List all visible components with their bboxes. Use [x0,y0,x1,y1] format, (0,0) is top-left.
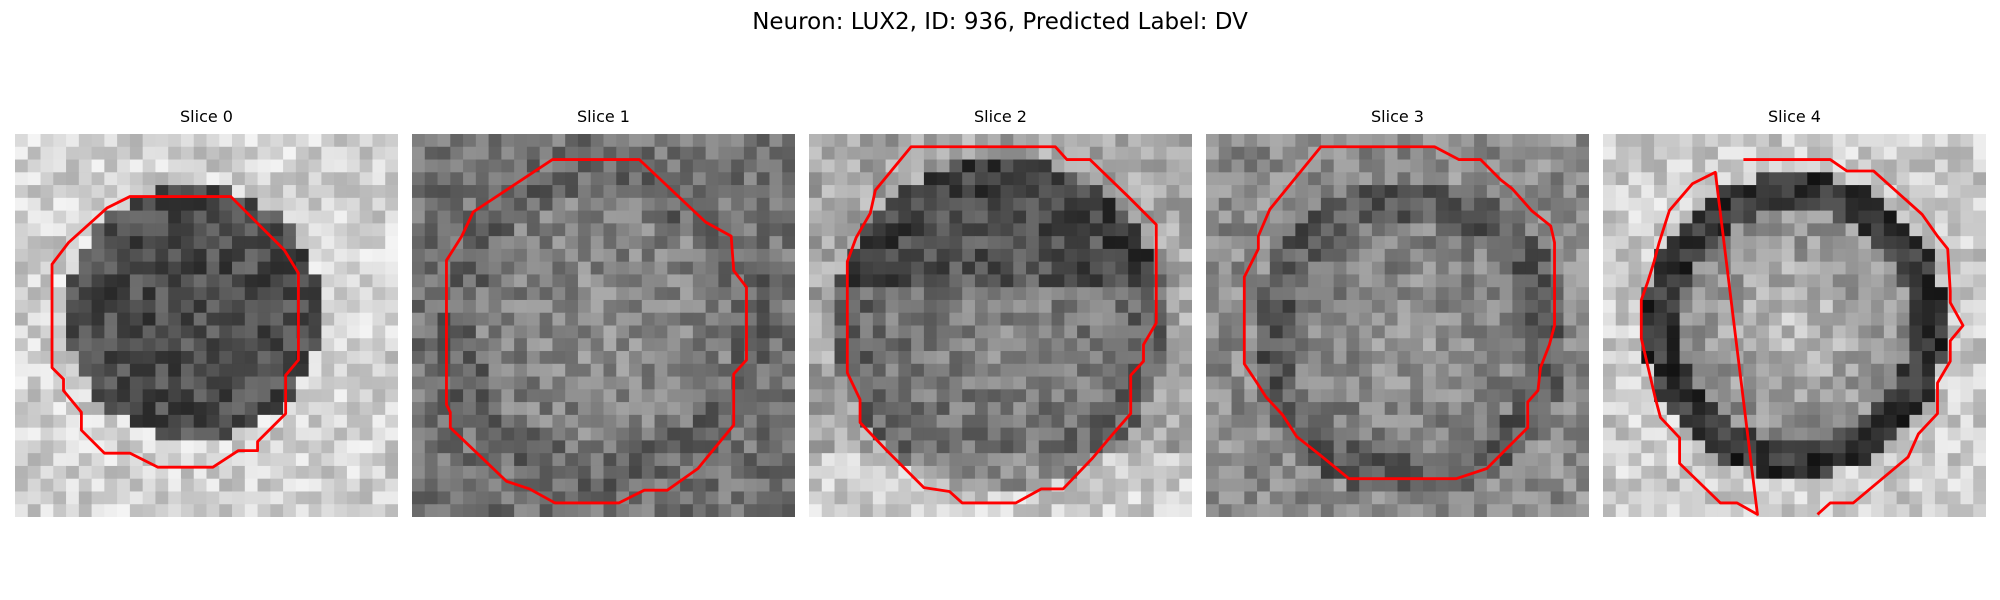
slice-panel-4: Slice 4 [1603,107,1986,517]
slice-panel-2: Slice 2 [809,107,1192,517]
cell-contour [1639,158,1965,516]
slice-pixels [15,134,398,517]
slice-panel-0: Slice 0 [15,107,398,517]
slice-image-3 [1206,134,1589,517]
slice-image-1 [412,134,795,517]
slice-pixels [1603,134,1986,517]
slice-pixels [412,134,795,517]
slice-title: Slice 4 [1768,107,1821,126]
slice-pixels [1206,134,1589,517]
slice-panel-1: Slice 1 [412,107,795,517]
slice-title: Slice 3 [1371,107,1424,126]
slice-image-2 [809,134,1192,517]
cell-contour [50,195,300,469]
slice-image-4 [1603,134,1986,517]
slice-pixels [809,134,1192,517]
slice-title: Slice 2 [974,107,1027,126]
figure-title: Neuron: LUX2, ID: 936, Predicted Label: … [752,9,1248,35]
slice-panel-3: Slice 3 [1206,107,1589,517]
cell-contour [845,145,1158,505]
slice-title: Slice 0 [180,107,233,126]
cell-contour [445,158,748,505]
slice-title: Slice 1 [577,107,630,126]
slice-image-0 [15,134,398,517]
cell-contour [1242,145,1556,481]
